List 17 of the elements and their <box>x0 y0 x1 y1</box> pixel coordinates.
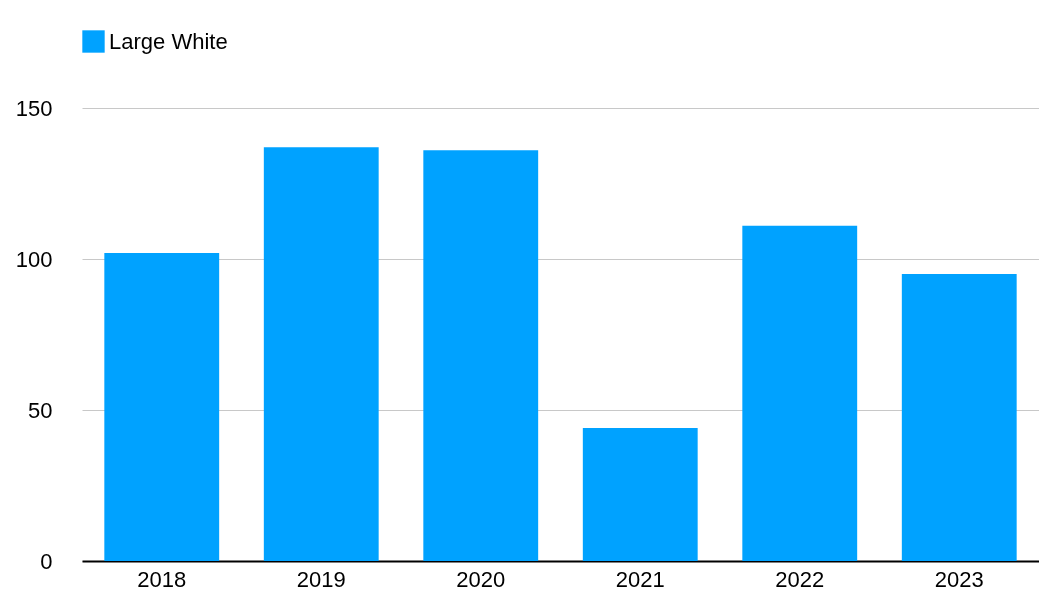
bar <box>423 150 539 561</box>
x-tick-label: 2022 <box>775 566 825 592</box>
y-tick-label: 100 <box>15 246 53 272</box>
x-tick-label: 2021 <box>615 566 665 592</box>
bar <box>901 274 1017 561</box>
x-tick-label: 2020 <box>456 566 506 592</box>
y-tick-label: 50 <box>28 397 53 423</box>
x-tick-label: 2018 <box>137 566 187 592</box>
y-tick-label: 150 <box>15 95 53 121</box>
x-tick-label: 2023 <box>934 566 984 592</box>
bar <box>263 147 379 561</box>
bar <box>104 252 220 561</box>
bar <box>742 225 858 561</box>
bar <box>582 428 698 561</box>
legend-label: Large White <box>109 28 228 54</box>
x-tick-label: 2019 <box>296 566 346 592</box>
y-tick-label: 0 <box>40 548 53 574</box>
